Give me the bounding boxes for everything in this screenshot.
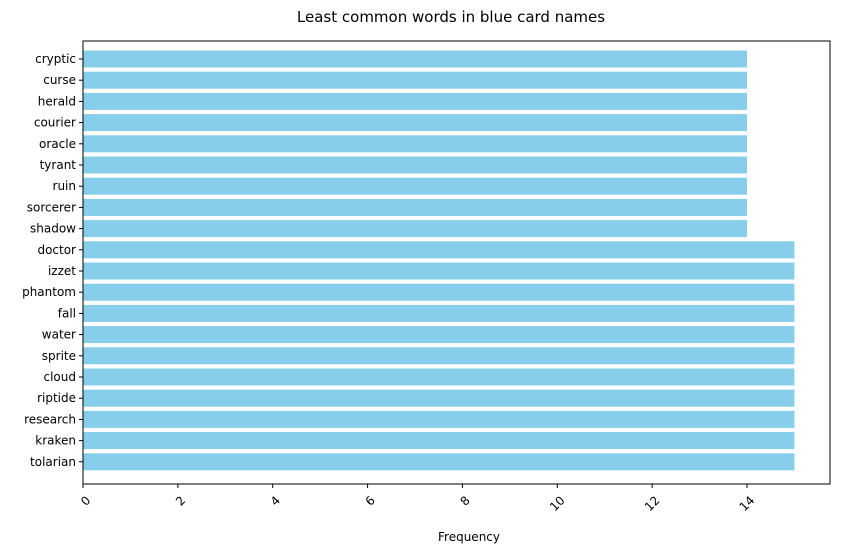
- bar-kraken: [83, 432, 795, 450]
- x-tick-label: 6: [363, 493, 378, 508]
- y-axis: cryptic curse herald courier oracle tyrant rui…: [22, 52, 83, 469]
- y-tick-label: doctor: [37, 243, 76, 257]
- y-tick-label: courier: [34, 116, 76, 130]
- plot-frame: [82, 40, 831, 485]
- x-axis: 0 2 4 6 8 10 12 14: [78, 484, 757, 514]
- y-tick-label: cryptic: [35, 52, 76, 66]
- y-tick-label: riptide: [37, 391, 76, 405]
- x-tick-label: 12: [642, 493, 663, 514]
- y-tick-label: research: [24, 412, 76, 426]
- bar-curse: [83, 71, 747, 89]
- x-tick-label: 10: [547, 493, 568, 514]
- y-tick-label: cloud: [44, 370, 77, 384]
- bar-oracle: [83, 135, 747, 153]
- y-tick-label: phantom: [22, 285, 76, 299]
- bar-courier: [83, 114, 747, 132]
- x-tick-label: 14: [737, 493, 758, 514]
- y-tick-label: izzet: [48, 264, 76, 278]
- y-tick-label: oracle: [39, 137, 76, 151]
- y-tick-label: water: [42, 328, 76, 342]
- bar-riptide: [83, 389, 795, 407]
- bar-cryptic: [83, 50, 747, 68]
- y-tick-label: tyrant: [40, 158, 77, 172]
- bar-research: [83, 410, 795, 428]
- y-tick-label: ruin: [53, 179, 76, 193]
- bar-fall: [83, 304, 795, 322]
- x-tick-label: 0: [78, 493, 93, 508]
- y-tick-label: fall: [58, 306, 76, 320]
- chart-title: Least common words in blue card names: [297, 8, 605, 26]
- y-tick-label: kraken: [35, 434, 76, 448]
- bar-sprite: [83, 347, 795, 365]
- bar-phantom: [83, 283, 795, 301]
- y-tick-label: herald: [38, 94, 76, 108]
- bar-izzet: [83, 262, 795, 280]
- bar-tyrant: [83, 156, 747, 174]
- y-tick-label: shadow: [30, 222, 76, 236]
- bar-ruin: [83, 177, 747, 195]
- bar-tolarian: [83, 453, 795, 471]
- bar-herald: [83, 92, 747, 110]
- y-tick-label: sorcerer: [27, 200, 76, 214]
- bar-sorcerer: [83, 198, 747, 216]
- y-tick-label: tolarian: [30, 455, 76, 469]
- bar-water: [83, 326, 795, 344]
- x-axis-label: Frequency: [438, 530, 500, 544]
- y-tick-label: curse: [43, 73, 76, 87]
- bar-shadow: [83, 220, 747, 238]
- bar-doctor: [83, 241, 795, 259]
- x-tick-label: 4: [268, 493, 283, 508]
- bars-group: [83, 50, 795, 471]
- x-tick-label: 8: [457, 493, 472, 508]
- bar-cloud: [83, 368, 795, 386]
- y-tick-label: sprite: [42, 349, 76, 363]
- x-tick-label: 2: [173, 493, 188, 508]
